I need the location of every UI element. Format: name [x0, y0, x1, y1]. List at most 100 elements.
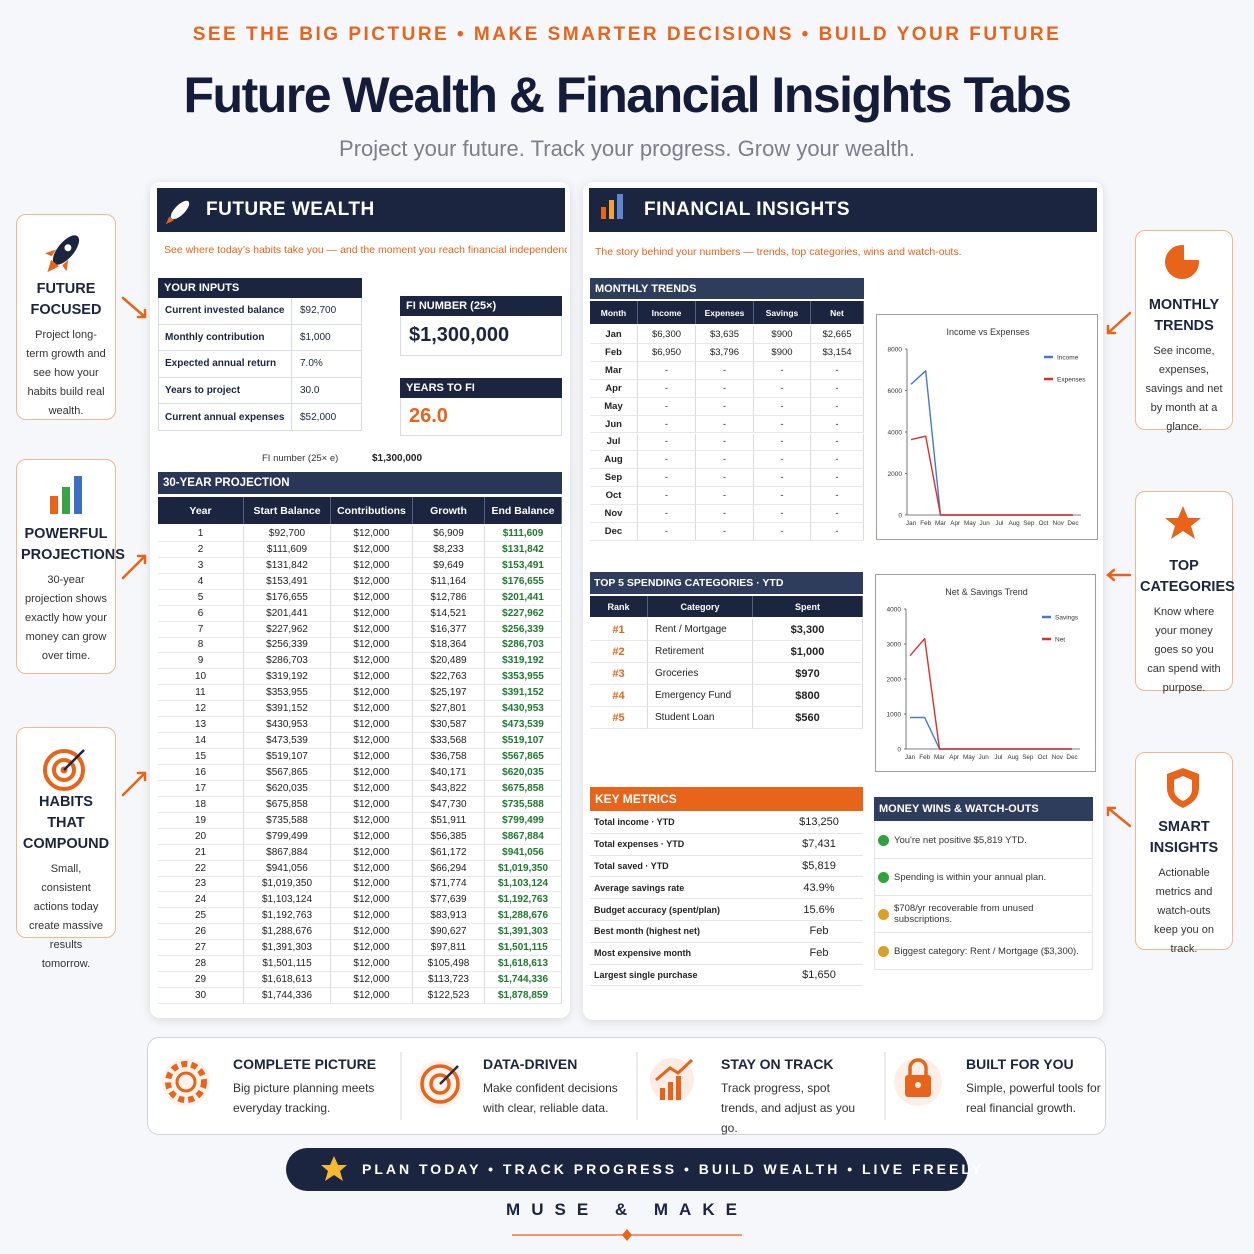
projection-cell: $12,000 [331, 876, 413, 893]
trend-cell: Mar [590, 361, 638, 380]
projection-cell: $12,000 [331, 956, 413, 973]
table-title: YOUR INPUTS [158, 278, 362, 298]
trend-cell: - [811, 433, 864, 452]
input-label: Current annual expenses [158, 404, 292, 431]
callout-title: HABITS THAT COMPOUND [22, 794, 110, 852]
projection-cell: $90,627 [413, 924, 485, 941]
trend-cell: - [696, 415, 754, 434]
win-text: $708/yr recoverable from unused subscrip… [894, 903, 1034, 925]
projection-cell: $286,703 [244, 653, 331, 670]
projection-cell: $153,491 [244, 573, 331, 590]
callout: TOP CATEGORIES Know where your money goes… [1135, 491, 1235, 694]
column-header: Month [590, 301, 638, 324]
trend-cell: Oct [590, 487, 638, 506]
trend-cell: - [638, 379, 696, 398]
x-tick-label: Nov [1052, 754, 1064, 761]
feature-title: COMPLETE PICTURE [233, 1056, 377, 1072]
x-tick-label: Oct [1039, 520, 1049, 527]
trend-cell: - [696, 379, 754, 398]
projection-cell: $256,339 [244, 637, 331, 654]
projection-cell: 3 [158, 557, 244, 574]
category-cell: Rent / Mortgage [648, 619, 753, 641]
trend-cell: - [811, 415, 864, 434]
projection-cell: 1 [158, 526, 244, 542]
projection-cell: $867,884 [485, 828, 562, 845]
projection-cell: $519,107 [244, 749, 331, 765]
projection-cell: 22 [158, 860, 244, 877]
trend-cell: - [811, 469, 864, 488]
projection-cell: 20 [158, 828, 244, 845]
column-header: Start Balance [244, 497, 331, 524]
projection-cell: 23 [158, 876, 244, 893]
category-cell: $970 [753, 663, 863, 685]
projection-cell: $12,000 [331, 637, 413, 654]
y-tick-label: 0 [898, 513, 902, 520]
y-tick-label: 1000 [887, 712, 902, 719]
projection-cell: $12,000 [331, 653, 413, 670]
trend-cell: Dec [590, 523, 638, 541]
left-panel [150, 182, 570, 1018]
metric-value: $7,431 [775, 834, 863, 856]
projection-cell: 25 [158, 908, 244, 925]
x-tick-label: May [964, 520, 977, 527]
table-title: TOP 5 SPENDING CATEGORIES · YTD [590, 572, 863, 594]
projection-cell: $1,103,124 [485, 876, 562, 893]
projection-cell: $176,655 [244, 589, 331, 606]
projection-cell: $113,723 [413, 972, 485, 989]
feature-title: DATA-DRIVEN [483, 1056, 578, 1072]
projection-cell: $6,909 [413, 526, 485, 542]
input-label: Years to project [158, 377, 292, 405]
projection-cell: $66,294 [413, 860, 485, 877]
projection-cell: $319,192 [244, 669, 331, 686]
trend-cell: - [811, 523, 864, 541]
projection-cell: $620,035 [244, 780, 331, 797]
projection-cell: $9,649 [413, 557, 485, 574]
projection-cell: $675,858 [244, 796, 331, 813]
win-icon [878, 908, 889, 920]
projection-cell: $675,858 [485, 780, 562, 797]
projection-cell: $567,865 [244, 765, 331, 781]
trend-cell: $900 [754, 326, 811, 344]
projection-cell: $12,000 [331, 828, 413, 845]
projection-cell: $12,000 [331, 621, 413, 638]
y-tick-label: 4000 [888, 430, 903, 437]
projection-cell: 19 [158, 812, 244, 829]
projection-cell: $27,801 [413, 701, 485, 718]
trend-cell: - [754, 469, 811, 488]
x-tick-label: Oct [1038, 754, 1048, 761]
win-icon [878, 834, 889, 846]
trend-cell: - [811, 397, 864, 416]
x-tick-label: Apr [950, 520, 960, 527]
x-tick-label: Dec [1066, 754, 1077, 761]
trend-cell: Jan [590, 326, 638, 344]
column-header: Savings [754, 301, 811, 324]
callout: MONTHLY TRENDS See income, expenses, savi… [1135, 230, 1233, 433]
win-text: Spending is within your annual plan. [894, 871, 1047, 883]
projection-cell: $799,499 [244, 828, 331, 845]
projection-cell: $430,953 [244, 717, 331, 734]
feature-text: Big picture planning meets everyday trac… [233, 1081, 375, 1115]
input-value: 30.0 [292, 377, 362, 405]
win-row: You're net positive $5,819 YTD. [874, 822, 1093, 859]
years-label: YEARS TO FI [400, 378, 562, 398]
series-line [910, 716, 1072, 750]
x-tick-label: Nov [1053, 520, 1065, 527]
trend-cell: - [638, 361, 696, 380]
projection-cell: $1,192,763 [485, 892, 562, 909]
panel-tagline: The story behind your numbers — trends, … [595, 246, 962, 258]
projection-cell: $286,703 [485, 637, 562, 654]
projection-cell: $1,391,303 [485, 924, 562, 941]
projection-cell: $12,000 [331, 573, 413, 590]
trend-cell: - [696, 433, 754, 452]
projection-cell: $430,953 [485, 701, 562, 718]
chart-title: Income vs Expenses [946, 327, 1030, 337]
projection-cell: $56,385 [413, 828, 485, 845]
category-cell: Retirement [648, 641, 753, 663]
projection-cell: $12,000 [331, 605, 413, 622]
chart: Income vs Expenses 0 2000 4000 6000 8000 Jan Fe… [876, 314, 1098, 540]
projection-cell: $12,000 [331, 526, 413, 542]
trend-cell: $3,154 [811, 343, 864, 362]
trend-cell: Feb [590, 343, 638, 362]
win-row: Biggest category: Rent / Mortgage ($3,30… [874, 933, 1093, 970]
